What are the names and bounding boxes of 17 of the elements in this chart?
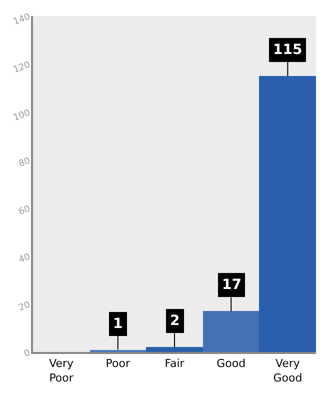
data-label: 2: [170, 313, 180, 329]
y-tick-label: 60: [18, 204, 32, 218]
x-tick-label: Good: [216, 357, 246, 370]
x-tick-label: Very Poor: [49, 357, 74, 384]
data-label: 17: [222, 277, 242, 293]
x-tick-label: Fair: [164, 357, 185, 370]
y-tick-label: 80: [18, 156, 32, 170]
data-label: 115: [273, 42, 302, 58]
y-tick-label: 140: [12, 12, 32, 28]
x-tick-label: Very Good: [273, 357, 302, 384]
x-tick-label: Poor: [106, 357, 130, 370]
y-tick-label: 0: [22, 348, 32, 360]
y-tick-label: 100: [12, 108, 32, 124]
data-label: 1: [113, 316, 123, 332]
y-tick-label: 40: [18, 252, 32, 266]
y-tick-label: 120: [12, 60, 32, 76]
y-tick-label: 20: [18, 300, 32, 314]
